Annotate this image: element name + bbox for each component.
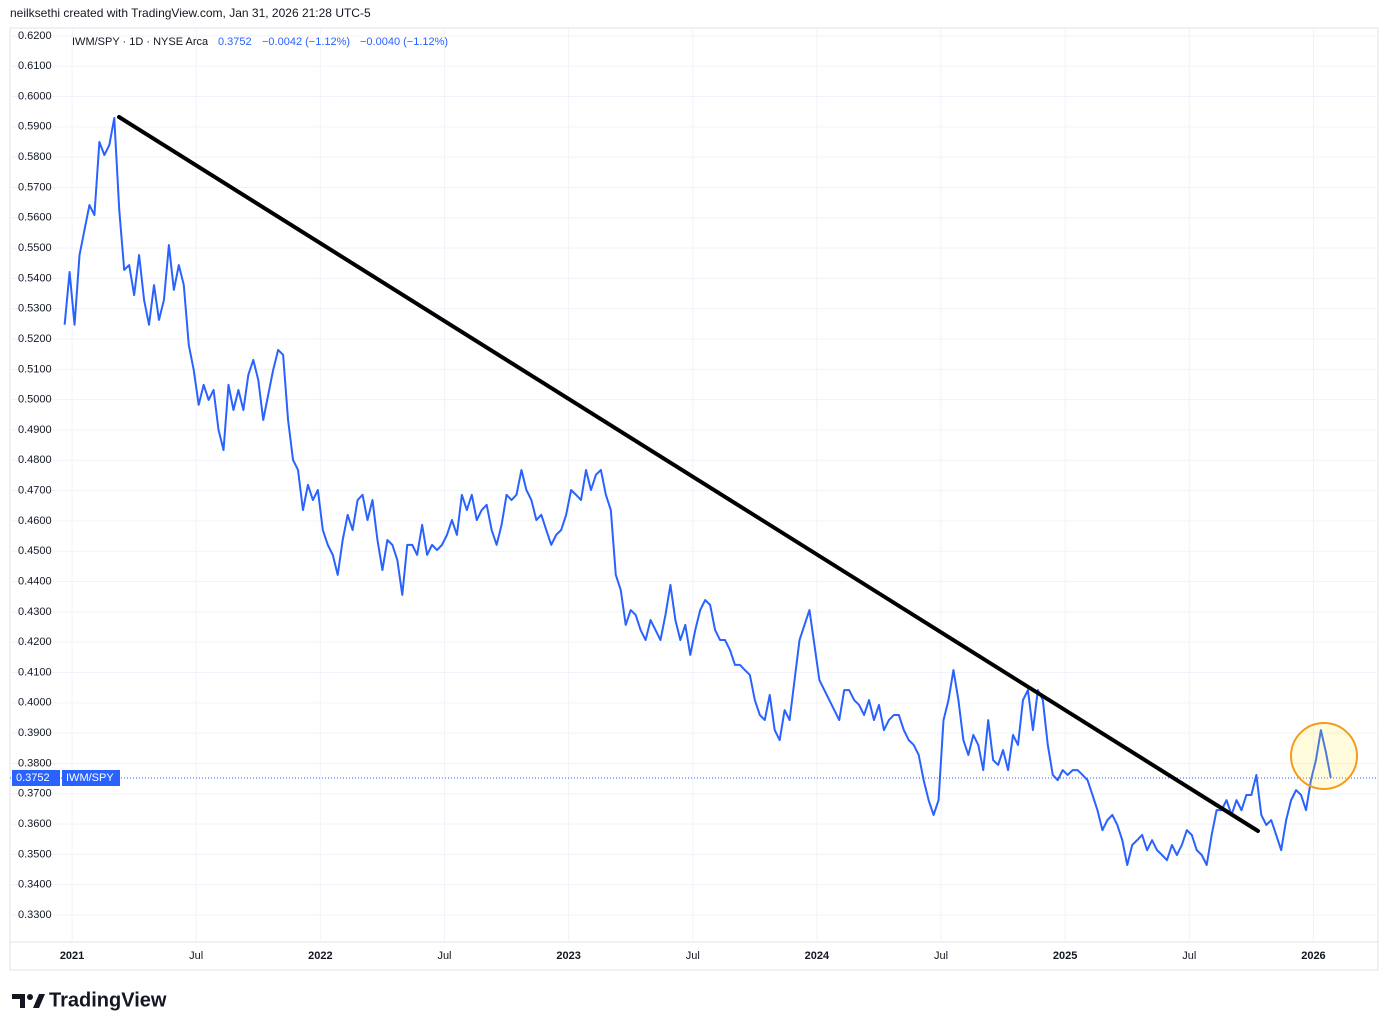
- legend-symbol: IWM/SPY · 1D · NYSE Arca: [72, 36, 209, 48]
- series-label-bg: [62, 769, 120, 786]
- frame: [9, 27, 1379, 971]
- legend-change: −0.0042 (−1.12%): [262, 36, 350, 48]
- y-tick-label: 0.3900: [18, 727, 52, 739]
- y-tick-label: 0.5900: [18, 121, 52, 133]
- y-tick-label: 0.3400: [18, 879, 52, 891]
- y-tick-label: 0.3600: [18, 818, 52, 830]
- y-tick-label: 0.4600: [18, 515, 52, 527]
- price-label: 0.3752: [16, 772, 50, 784]
- y-tick-label: 0.4700: [18, 485, 52, 497]
- series-label: IWM/SPY: [66, 772, 114, 784]
- x-tick-label: 2021: [60, 950, 84, 962]
- price-label-bg: [12, 769, 60, 786]
- brand-logo: [12, 994, 45, 1008]
- y-tick-label: 0.4300: [18, 606, 52, 618]
- legend-last: 0.3752: [218, 36, 252, 48]
- legend-change-alt: −0.0040 (−1.12%): [360, 36, 448, 48]
- x-tick-label: 2022: [308, 950, 332, 962]
- x-tick-label: Jul: [437, 950, 451, 962]
- y-tick-label: 0.4100: [18, 666, 52, 678]
- y-tick-label: 0.5600: [18, 212, 52, 224]
- x-tick-label: Jul: [934, 950, 948, 962]
- header: neilksethi created with TradingView.com,…: [10, 6, 371, 20]
- y-tick-label: 0.5400: [18, 272, 52, 284]
- series-line: [63, 117, 1332, 866]
- grid: [10, 28, 1378, 942]
- x-tick-label: Jul: [1182, 950, 1196, 962]
- y-tick-label: 0.6100: [18, 60, 52, 72]
- y-tick-label: 0.3800: [18, 757, 52, 769]
- x-tick-label: 2024: [805, 950, 830, 962]
- y-tick-label: 0.5100: [18, 363, 52, 375]
- y-tick-label: 0.4900: [18, 424, 52, 436]
- trendline: [117, 115, 1260, 833]
- highlight-circle: [1290, 722, 1358, 790]
- brand: TradingView: [49, 989, 167, 1011]
- x-tick-label: Jul: [686, 950, 700, 962]
- x-tick-label: 2025: [1053, 950, 1077, 962]
- y-tick-label: 0.4500: [18, 545, 52, 557]
- y-tick-label: 0.3700: [18, 788, 52, 800]
- y-tick-label: 0.5700: [18, 181, 52, 193]
- x-tick-label: Jul: [189, 950, 203, 962]
- y-tick-label: 0.3500: [18, 848, 52, 860]
- y-tick-label: 0.4800: [18, 454, 52, 466]
- plot: [10, 117, 1378, 866]
- y-tick-label: 0.4000: [18, 697, 52, 709]
- x-tick-label: 2026: [1301, 950, 1325, 962]
- y-tick-label: 0.6000: [18, 90, 52, 102]
- y-tick-label: 0.5200: [18, 333, 52, 345]
- x-tick-label: 2023: [556, 950, 580, 962]
- y-tick-label: 0.5500: [18, 242, 52, 254]
- y-tick-label: 0.3300: [18, 909, 52, 921]
- y-tick-label: 0.6200: [18, 30, 52, 42]
- y-tick-label: 0.5800: [18, 151, 52, 163]
- y-tick-label: 0.4200: [18, 636, 52, 648]
- y-tick-label: 0.4400: [18, 575, 52, 587]
- y-tick-label: 0.5000: [18, 394, 52, 406]
- y-tick-label: 0.5300: [18, 303, 52, 315]
